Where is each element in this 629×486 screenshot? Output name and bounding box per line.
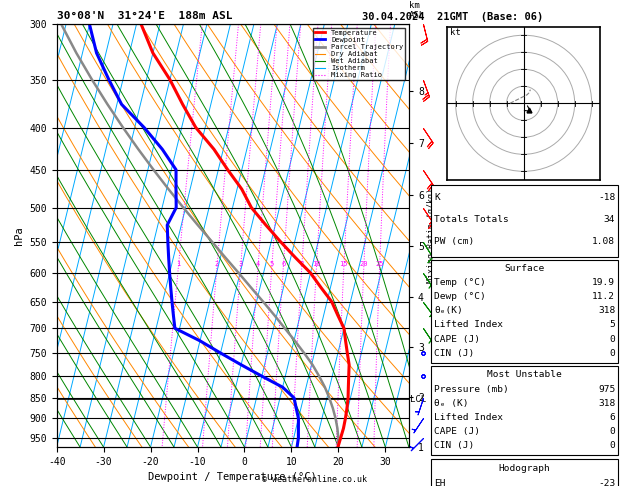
Text: 11.2: 11.2 (592, 292, 615, 301)
Legend: Temperature, Dewpoint, Parcel Trajectory, Dry Adiabat, Wet Adiabat, Isotherm, Mi: Temperature, Dewpoint, Parcel Trajectory… (313, 28, 405, 80)
Text: Lifted Index: Lifted Index (434, 413, 503, 422)
Text: LCL: LCL (409, 395, 426, 404)
Text: 975: 975 (598, 384, 615, 394)
Text: 318: 318 (598, 306, 615, 315)
Text: 0: 0 (610, 334, 615, 344)
Text: Dewp (°C): Dewp (°C) (434, 292, 486, 301)
Text: © weatheronline.co.uk: © weatheronline.co.uk (262, 474, 367, 484)
Text: EH: EH (434, 479, 445, 486)
Text: 34: 34 (604, 215, 615, 224)
Text: 30.04.2024  21GMT  (Base: 06): 30.04.2024 21GMT (Base: 06) (362, 12, 543, 22)
Text: 1: 1 (176, 261, 181, 267)
Text: Surface: Surface (504, 264, 545, 273)
Text: 0: 0 (610, 441, 615, 450)
Text: Most Unstable: Most Unstable (487, 370, 562, 380)
Text: 15: 15 (340, 261, 348, 267)
Text: CIN (J): CIN (J) (434, 441, 474, 450)
Text: Hodograph: Hodograph (499, 464, 550, 473)
Text: Totals Totals: Totals Totals (434, 215, 509, 224)
X-axis label: Dewpoint / Temperature (°C): Dewpoint / Temperature (°C) (148, 472, 317, 483)
Text: 5: 5 (270, 261, 274, 267)
Text: 10: 10 (312, 261, 321, 267)
Text: 25: 25 (376, 261, 384, 267)
Text: 3: 3 (238, 261, 243, 267)
Text: Pressure (mb): Pressure (mb) (434, 384, 509, 394)
Text: 8: 8 (299, 261, 304, 267)
Text: K: K (434, 193, 440, 202)
Text: PW (cm): PW (cm) (434, 237, 474, 246)
Text: CAPE (J): CAPE (J) (434, 427, 480, 436)
Text: θₑ (K): θₑ (K) (434, 399, 469, 408)
Text: 1.08: 1.08 (592, 237, 615, 246)
Text: -18: -18 (598, 193, 615, 202)
Text: Mixing Ratio (g/kg): Mixing Ratio (g/kg) (427, 188, 437, 283)
Text: 5: 5 (610, 320, 615, 330)
Text: 6: 6 (610, 413, 615, 422)
Text: kt: kt (450, 28, 461, 37)
Text: 6: 6 (281, 261, 286, 267)
Text: 0: 0 (610, 427, 615, 436)
Text: Lifted Index: Lifted Index (434, 320, 503, 330)
Text: Temp (°C): Temp (°C) (434, 278, 486, 287)
Text: θₑ(K): θₑ(K) (434, 306, 463, 315)
Text: 2: 2 (215, 261, 219, 267)
Text: 19.9: 19.9 (592, 278, 615, 287)
Text: -23: -23 (598, 479, 615, 486)
Text: km
ASL: km ASL (409, 0, 425, 20)
Text: 30°08'N  31°24'E  188m ASL: 30°08'N 31°24'E 188m ASL (57, 11, 232, 21)
Text: 318: 318 (598, 399, 615, 408)
Text: 0: 0 (610, 348, 615, 358)
Text: CAPE (J): CAPE (J) (434, 334, 480, 344)
Y-axis label: hPa: hPa (14, 226, 24, 245)
Text: 20: 20 (360, 261, 368, 267)
Text: 4: 4 (256, 261, 260, 267)
Text: CIN (J): CIN (J) (434, 348, 474, 358)
